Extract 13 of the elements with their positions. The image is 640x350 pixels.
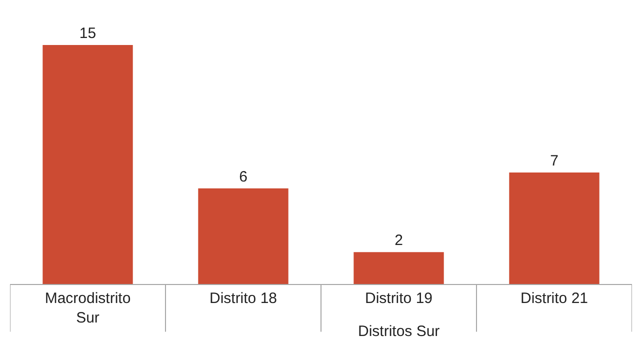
bar (198, 188, 288, 284)
x-tick-label: Distrito 19 (364, 290, 433, 307)
bar (509, 172, 600, 284)
x-tick-label: Macrodistrito Sur (44, 290, 131, 326)
x-tick-label: Distrito 21 (520, 290, 588, 307)
data-label: 15 (79, 25, 96, 42)
data-label: 7 (550, 152, 558, 170)
x-axis-title: Distritos Sur (358, 323, 440, 340)
x-tick-label: Distrito 18 (209, 290, 278, 307)
bar (354, 252, 444, 284)
data-label: 6 (239, 168, 248, 186)
bar (42, 45, 133, 284)
data-label: 2 (394, 232, 403, 250)
